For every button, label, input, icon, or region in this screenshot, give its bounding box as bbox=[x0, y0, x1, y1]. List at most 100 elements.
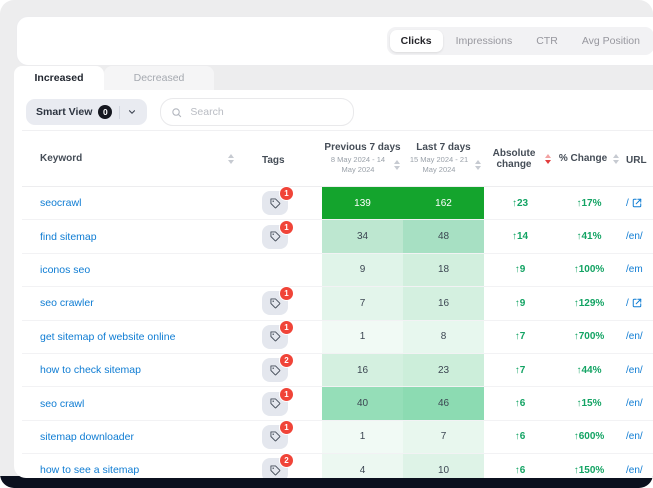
keyword-link[interactable]: seo crawler bbox=[40, 297, 94, 310]
keyword-link[interactable]: how to check sitemap bbox=[40, 364, 141, 377]
column-header-previous: Previous 7 days 8 May 2024 - 14 May 2024 bbox=[324, 141, 401, 174]
tag-count-badge: 1 bbox=[279, 419, 294, 435]
absolute-change-cell: ↑6 bbox=[514, 398, 526, 410]
url-link[interactable]: /en/ bbox=[626, 398, 643, 410]
metric-tab-avg-position[interactable]: Avg Position bbox=[581, 35, 640, 47]
url-link[interactable]: /em bbox=[626, 264, 643, 276]
column-header-tags: Tags bbox=[262, 154, 285, 166]
tag-button[interactable]: 1 bbox=[262, 419, 294, 449]
table-body: seocrawl 1 139 162 ↑23 ↑17% / find sitemap 1 34 48… bbox=[22, 186, 653, 478]
previous-date-range: 8 May 2024 - 14 May 2024 bbox=[330, 154, 386, 174]
keyword-cell: sitemap downloader bbox=[22, 421, 242, 453]
tag-icon bbox=[269, 331, 281, 342]
keyword-cell: get sitemap of website online bbox=[22, 321, 242, 353]
table-row: seo crawl 1 40 46 ↑6 ↑15% /en/ bbox=[22, 386, 653, 421]
last-value-cell: 46 bbox=[403, 387, 484, 420]
url-cell: /en/ bbox=[622, 220, 653, 252]
divider bbox=[119, 105, 121, 119]
table-row: how to check sitemap 2 16 23 ↑7 ↑44% /en/ bbox=[22, 353, 653, 388]
absolute-change-cell: ↑7 bbox=[514, 364, 526, 376]
tag-icon bbox=[269, 431, 281, 442]
toolbar: Smart View 0 bbox=[26, 98, 355, 126]
metric-tab-ctr[interactable]: CTR bbox=[536, 35, 558, 47]
last-date-range: 15 May 2024 - 21 May 2024 bbox=[409, 154, 469, 174]
absolute-change-cell: ↑7 bbox=[514, 331, 526, 343]
sort-icon-previous[interactable] bbox=[394, 160, 400, 170]
url-cell: / bbox=[622, 187, 653, 219]
url-link[interactable]: /en/ bbox=[626, 364, 643, 376]
tags-cell: 2 bbox=[242, 453, 322, 478]
percent-change-cell: ↑600% bbox=[573, 431, 605, 443]
sort-icon-keyword[interactable] bbox=[228, 153, 234, 164]
previous-value-cell: 16 bbox=[322, 353, 403, 387]
tag-button[interactable]: 2 bbox=[262, 453, 294, 478]
column-header-url: URL bbox=[626, 154, 647, 166]
url-cell: /en/ bbox=[622, 454, 653, 478]
url-cell: /em bbox=[622, 254, 653, 286]
url-link[interactable]: /en/ bbox=[626, 431, 643, 443]
tag-button[interactable]: 1 bbox=[262, 186, 294, 216]
tag-button[interactable]: 1 bbox=[262, 319, 294, 349]
sort-icon-percent-change[interactable] bbox=[613, 153, 620, 164]
content-card: Smart View 0 Keyword bbox=[14, 90, 653, 478]
absolute-change-cell: ↑14 bbox=[511, 231, 529, 243]
keyword-link[interactable]: iconos seo bbox=[40, 263, 91, 276]
tags-cell: 1 bbox=[242, 219, 322, 252]
last-value-cell: 48 bbox=[403, 220, 484, 253]
keyword-link[interactable]: sitemap downloader bbox=[40, 430, 134, 443]
tags-cell: 1 bbox=[242, 386, 322, 419]
keyword-link[interactable]: get sitemap of website online bbox=[40, 330, 176, 343]
keyword-link[interactable]: how to see a sitemap bbox=[40, 464, 140, 477]
url-link[interactable]: /en/ bbox=[626, 231, 643, 243]
tag-count-badge: 2 bbox=[279, 353, 294, 369]
last-value-cell: 16 bbox=[403, 287, 484, 320]
tags-cell: 2 bbox=[242, 353, 322, 386]
previous-value-cell: 139 bbox=[322, 187, 403, 220]
column-header-last: Last 7 days 15 May 2024 - 21 May 2024 bbox=[403, 142, 484, 175]
external-link-icon bbox=[632, 298, 642, 308]
external-link-icon bbox=[632, 198, 642, 208]
tag-button[interactable]: 1 bbox=[262, 386, 294, 416]
keyword-cell: seo crawl bbox=[22, 387, 242, 419]
url-link[interactable]: /en/ bbox=[626, 464, 643, 476]
tab-increased[interactable]: Increased bbox=[14, 66, 104, 90]
metric-tab-impressions[interactable]: Impressions bbox=[455, 35, 513, 47]
keyword-link[interactable]: find sitemap bbox=[40, 230, 97, 243]
tag-count-badge: 1 bbox=[279, 386, 294, 402]
url-link[interactable]: /en/ bbox=[626, 331, 643, 343]
tag-count-badge: 1 bbox=[279, 319, 294, 335]
table-row: how to see a sitemap 2 4 10 ↑6 ↑150% /en/ bbox=[22, 453, 653, 478]
tag-button[interactable]: 2 bbox=[262, 353, 294, 383]
tag-count-badge: 2 bbox=[279, 453, 294, 469]
tag-icon bbox=[269, 298, 281, 309]
url-cell: /en/ bbox=[622, 387, 653, 419]
smart-view-dropdown[interactable]: Smart View 0 bbox=[26, 99, 148, 125]
keyword-link[interactable]: seo crawl bbox=[40, 397, 85, 410]
last-value-cell: 7 bbox=[403, 420, 484, 454]
url-link[interactable]: / bbox=[626, 298, 642, 309]
table-header: Keyword Tags Previous 7 days 8 May 2024 … bbox=[22, 130, 653, 187]
table-row: sitemap downloader 1 1 7 ↑6 ↑600%/en/ bbox=[22, 419, 653, 455]
keyword-cell: how to check sitemap bbox=[22, 354, 242, 386]
tag-icon bbox=[269, 465, 281, 476]
tags-cell: 1 bbox=[242, 186, 322, 219]
sort-icon-last[interactable] bbox=[475, 160, 481, 170]
table-row: seocrawl 1 139 162 ↑23 ↑17% / bbox=[22, 186, 653, 221]
search-input[interactable] bbox=[188, 105, 313, 119]
tags-cell: 1 bbox=[242, 419, 322, 453]
url-link[interactable]: / bbox=[626, 198, 642, 209]
tag-icon bbox=[269, 231, 281, 242]
sort-icon-absolute-change[interactable] bbox=[545, 153, 551, 164]
keyword-cell: seocrawl bbox=[22, 187, 242, 219]
tag-button[interactable]: 1 bbox=[262, 286, 294, 316]
keyword-cell: how to see a sitemap bbox=[22, 454, 242, 478]
tags-cell bbox=[242, 254, 322, 286]
previous-value-cell: 1 bbox=[322, 420, 403, 454]
previous-value-cell: 34 bbox=[322, 220, 403, 253]
table-row: iconos seo 9 18 ↑9 ↑100% /em bbox=[22, 253, 653, 288]
metric-tab-clicks[interactable]: Clicks bbox=[389, 30, 443, 52]
tag-button[interactable]: 1 bbox=[262, 219, 294, 249]
keyword-link[interactable]: seocrawl bbox=[40, 197, 82, 210]
tab-decreased[interactable]: Decreased bbox=[104, 66, 214, 90]
